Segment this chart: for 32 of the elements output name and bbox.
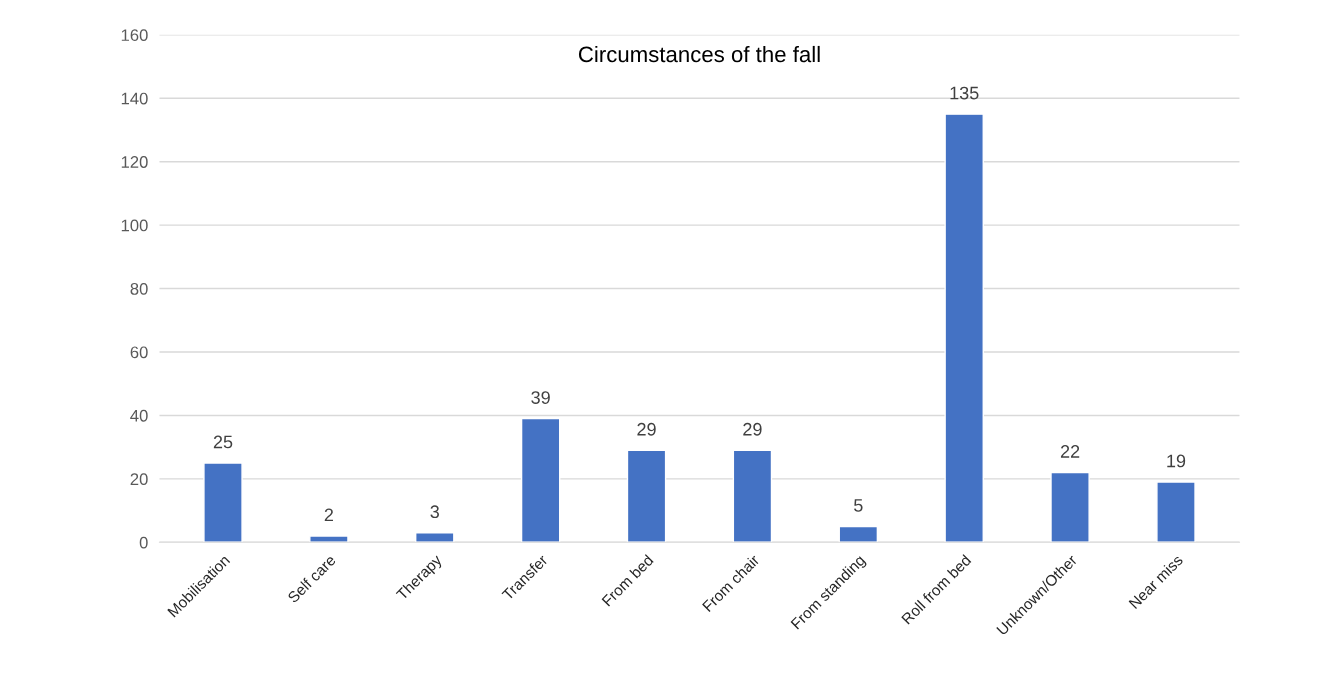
data-label: 135 — [950, 86, 979, 100]
y-tick-label: 20 — [130, 473, 148, 486]
data-label: 5 — [854, 499, 863, 512]
y-tick-label: 140 — [121, 92, 148, 105]
y-tick-label: 160 — [121, 29, 148, 42]
y-tick-label: 60 — [130, 346, 148, 359]
bar — [944, 113, 984, 543]
y-tick-label: 0 — [139, 536, 148, 549]
data-label: 19 — [1167, 454, 1186, 468]
data-label: 2 — [324, 508, 333, 522]
data-label: 22 — [1060, 445, 1080, 458]
y-tick-label: 80 — [130, 282, 148, 295]
x-tick-label: Self care — [286, 553, 337, 604]
bar — [732, 449, 773, 543]
y-tick-label: 40 — [130, 409, 148, 422]
bar — [203, 462, 243, 543]
bar — [838, 525, 879, 543]
y-tick-label: 100 — [121, 219, 148, 232]
data-label: 25 — [213, 435, 233, 449]
chart-title: Circumstances of the fall — [578, 45, 820, 63]
bar — [1050, 471, 1090, 543]
bar — [626, 449, 667, 543]
bar — [1156, 481, 1196, 543]
data-label: 29 — [637, 422, 656, 436]
data-label: 3 — [430, 505, 439, 519]
data-label: 29 — [743, 422, 762, 436]
data-label: 39 — [531, 391, 550, 404]
y-tick-label: 120 — [121, 156, 148, 168]
bar — [415, 532, 455, 543]
x-tick-label: Roll from bed — [900, 554, 972, 625]
bar — [309, 535, 349, 543]
bar — [520, 417, 561, 543]
